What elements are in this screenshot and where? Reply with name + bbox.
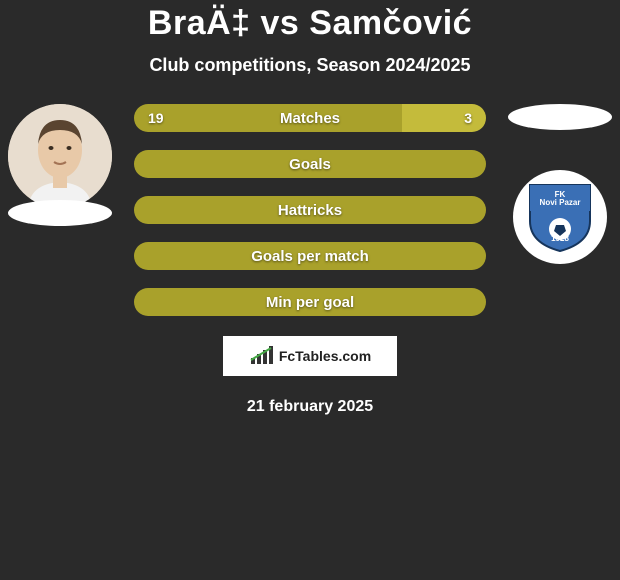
- comparison-card: BraÄ‡ vs Samčović Club competitions, Sea…: [0, 0, 620, 416]
- stat-value-right: 3: [464, 110, 472, 126]
- left-player-column: [8, 104, 112, 226]
- stat-bar: Min per goal: [134, 288, 486, 316]
- club-year: 1928: [528, 234, 592, 243]
- stat-bar: Hattricks: [134, 196, 486, 224]
- footer: FcTables.com 21 february 2025: [0, 336, 620, 416]
- stat-value-left: 19: [148, 110, 164, 126]
- subtitle: Club competitions, Season 2024/2025: [0, 55, 620, 76]
- stat-label: Goals per match: [251, 248, 369, 265]
- stat-bar: 19 Matches 3: [134, 104, 486, 132]
- comparison-bars: 19 Matches 3 Goals Hattricks: [112, 104, 508, 316]
- left-club-ellipse: [8, 200, 112, 226]
- right-club-ellipse: [508, 104, 612, 130]
- stat-label: Goals: [289, 156, 331, 173]
- footer-logo-text: FcTables.com: [279, 348, 371, 364]
- stat-bar: Goals: [134, 150, 486, 178]
- stat-label: Matches: [280, 110, 340, 127]
- right-player-column: FK Novi Pazar 1928: [508, 104, 612, 264]
- content-row: 19 Matches 3 Goals Hattricks: [0, 104, 620, 316]
- bar-chart-icon: [249, 346, 275, 366]
- player-left-avatar: [8, 104, 112, 208]
- player-right-club-logo: FK Novi Pazar 1928: [513, 170, 607, 264]
- club-name-text: FK Novi Pazar: [528, 191, 592, 208]
- stat-label: Hattricks: [278, 202, 342, 219]
- page-title: BraÄ‡ vs Samčović: [0, 4, 620, 43]
- fctables-logo: FcTables.com: [223, 336, 397, 376]
- stat-bar: Goals per match: [134, 242, 486, 270]
- player-left-portrait-icon: [8, 104, 112, 208]
- comparison-date: 21 february 2025: [247, 398, 373, 416]
- stat-label: Min per goal: [266, 294, 354, 311]
